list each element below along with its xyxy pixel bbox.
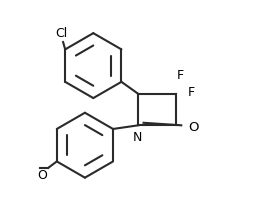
Text: F: F — [188, 86, 195, 99]
Text: Cl: Cl — [55, 27, 67, 40]
Text: F: F — [177, 69, 184, 82]
Text: O: O — [37, 169, 47, 182]
Text: O: O — [189, 121, 199, 134]
Text: N: N — [133, 131, 142, 144]
